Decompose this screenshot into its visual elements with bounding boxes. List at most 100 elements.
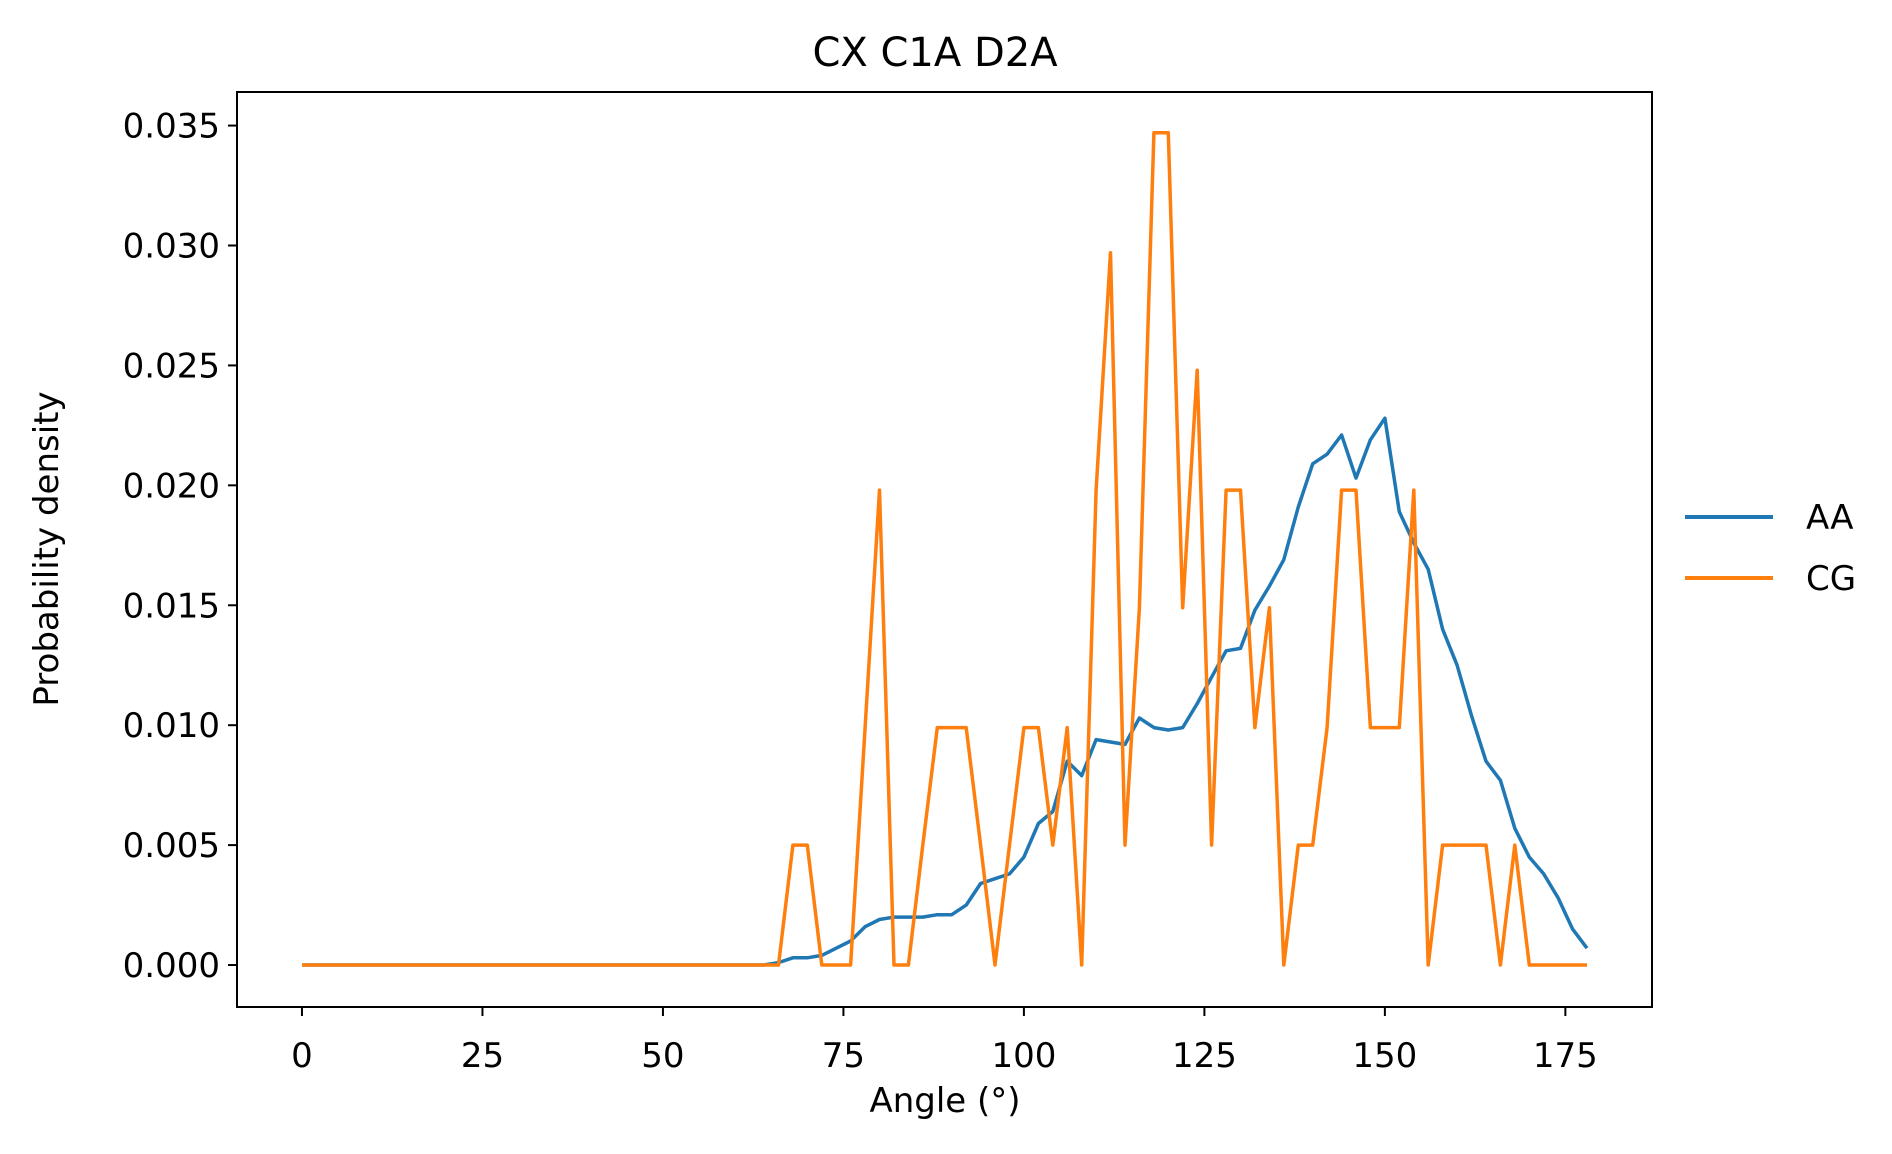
data-point-cg (1211, 845, 1212, 846)
data-point-cg (807, 845, 808, 846)
data-point-cg (1312, 845, 1313, 846)
data-point-aa (1096, 739, 1097, 740)
data-point-cg (1110, 252, 1111, 253)
data-point-aa (995, 878, 996, 879)
data-point-aa (1023, 857, 1024, 858)
data-point-cg (980, 845, 981, 846)
data-point-cg (720, 965, 721, 966)
data-point-aa (1125, 744, 1126, 745)
data-point-aa (1298, 506, 1299, 507)
data-point-aa (865, 926, 866, 927)
x-tick-label: 25 (461, 1036, 504, 1076)
data-point-aa (1139, 718, 1140, 719)
data-point-cg (1514, 845, 1515, 846)
data-point-cg (691, 965, 692, 966)
data-point-cg (561, 965, 562, 966)
data-point-cg (417, 965, 418, 966)
data-point-aa (1269, 586, 1270, 587)
data-point-aa (1514, 828, 1515, 829)
data-point-cg (302, 965, 303, 966)
x-tick-label: 175 (1533, 1036, 1598, 1076)
x-tick-label: 75 (822, 1036, 865, 1076)
data-point-cg (1572, 965, 1573, 966)
data-point-aa (966, 905, 967, 906)
data-point-cg (576, 965, 577, 966)
data-point-aa (1356, 478, 1357, 479)
data-point-aa (1572, 929, 1573, 930)
x-tick-label: 50 (641, 1036, 684, 1076)
data-point-aa (908, 917, 909, 918)
data-point-cg (1298, 845, 1299, 846)
data-point-cg (1226, 490, 1227, 491)
data-point-cg (662, 965, 663, 966)
data-point-cg (590, 965, 591, 966)
data-point-aa (1226, 650, 1227, 651)
data-point-cg (764, 965, 765, 966)
data-point-cg (1153, 132, 1154, 133)
data-point-cg (922, 845, 923, 846)
data-point-cg (345, 965, 346, 966)
data-point-cg (1356, 490, 1357, 491)
data-point-cg (821, 965, 822, 966)
data-point-aa (792, 957, 793, 958)
x-tick-label: 125 (1172, 1036, 1237, 1076)
data-point-cg (330, 965, 331, 966)
chart-title: CX C1A D2A (812, 30, 1058, 76)
data-point-aa (1471, 715, 1472, 716)
y-tick-label: 0.035 (123, 107, 220, 147)
data-point-aa (1254, 610, 1255, 611)
x-tick-label: 150 (1352, 1036, 1417, 1076)
data-point-aa (1283, 559, 1284, 560)
y-axis: 0.000 0.005 0.010 0.015 0.020 0.025 0.030 0.035 (123, 107, 237, 986)
data-point-cg (1399, 727, 1400, 728)
data-point-cg (937, 727, 938, 728)
data-point-cg (1081, 965, 1082, 966)
data-point-cg (446, 965, 447, 966)
data-point-aa (1529, 857, 1530, 858)
data-point-cg (533, 965, 534, 966)
data-point-cg (677, 965, 678, 966)
data-point-cg (1067, 727, 1068, 728)
data-point-cg (1168, 132, 1169, 133)
data-point-cg (403, 965, 404, 966)
data-point-aa (1370, 439, 1371, 440)
y-tick-label: 0.030 (123, 226, 220, 266)
data-point-aa (1038, 823, 1039, 824)
data-point-cg (850, 965, 851, 966)
data-point-cg (1500, 965, 1501, 966)
data-point-cg (547, 965, 548, 966)
data-point-aa (1052, 811, 1053, 812)
data-point-cg (1038, 727, 1039, 728)
data-point-cg (1139, 607, 1140, 608)
data-point-cg (489, 965, 490, 966)
series-line-cg (302, 131, 1587, 967)
data-point-cg (995, 965, 996, 966)
data-point-aa (1009, 873, 1010, 874)
data-point-cg (1471, 845, 1472, 846)
data-point-cg (1413, 490, 1414, 491)
data-point-cg (634, 965, 635, 966)
data-point-aa (1168, 730, 1169, 731)
data-point-cg (1240, 490, 1241, 491)
data-point-aa (1399, 511, 1400, 512)
data-point-aa (1327, 454, 1328, 455)
y-tick-label: 0.025 (123, 346, 220, 386)
data-point-cg (836, 965, 837, 966)
data-point-cg (1486, 845, 1487, 846)
legend-label-cg: CG (1806, 559, 1856, 599)
data-point-aa (1457, 665, 1458, 666)
data-point-aa (1211, 677, 1212, 678)
data-point-cg (1370, 727, 1371, 728)
data-point-cg (1283, 965, 1284, 966)
data-point-cg (518, 965, 519, 966)
data-point-cg (1457, 845, 1458, 846)
data-point-aa (1384, 418, 1385, 419)
data-point-aa (937, 914, 938, 915)
data-point-cg (431, 965, 432, 966)
y-tick-label: 0.020 (123, 466, 220, 506)
y-tick-label: 0.010 (123, 706, 220, 746)
legend: AA CG (1685, 498, 1856, 599)
data-point-cg (1442, 845, 1443, 846)
data-point-aa (1312, 463, 1313, 464)
